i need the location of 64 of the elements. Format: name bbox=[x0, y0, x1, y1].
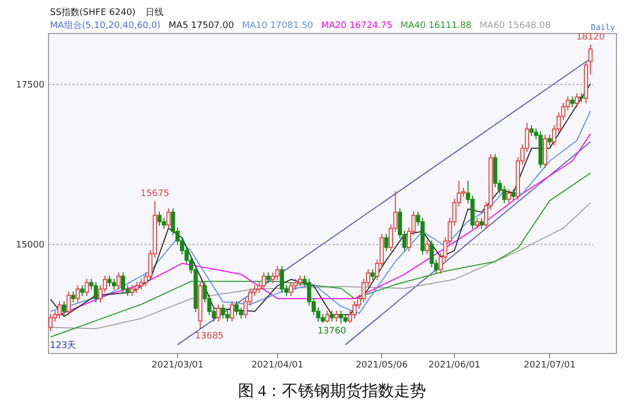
annotation: 13685 bbox=[195, 331, 224, 342]
annotation: 15675 bbox=[140, 189, 170, 199]
y-tick-label: 17500 bbox=[16, 80, 45, 91]
x-tick-label: 2021/07/01 bbox=[524, 360, 576, 370]
candlestick bbox=[511, 188, 516, 201]
candlestick bbox=[84, 278, 89, 297]
annotation: 13760 bbox=[318, 326, 346, 337]
text: 日线 bbox=[146, 8, 164, 18]
x-tick-label: 2021/06/01 bbox=[428, 360, 480, 370]
x-tick-label: 2021/03/01 bbox=[152, 360, 204, 370]
candlestick bbox=[330, 310, 334, 322]
candlestick bbox=[425, 240, 430, 255]
candlestick bbox=[225, 310, 230, 322]
text: Daily bbox=[590, 23, 616, 32]
candlestick bbox=[234, 300, 239, 316]
candlestick bbox=[334, 310, 338, 322]
candlestick bbox=[280, 265, 284, 294]
candlestick bbox=[66, 291, 71, 316]
candlestick bbox=[216, 304, 220, 322]
candlestick bbox=[480, 217, 484, 230]
candlestick bbox=[112, 278, 116, 290]
candlestick bbox=[230, 300, 234, 322]
candlestick bbox=[529, 124, 534, 137]
candlestick bbox=[298, 275, 302, 287]
candlestick bbox=[293, 278, 298, 290]
candlestick bbox=[384, 233, 388, 252]
candlestick bbox=[474, 217, 480, 230]
text: SS指数(SHFE 6240) bbox=[50, 8, 136, 18]
text: MA组合(5,10,20,40,60,0) bbox=[50, 21, 161, 31]
candlestick bbox=[574, 92, 579, 108]
candlestick bbox=[166, 208, 171, 230]
text: MA5 17507.00 bbox=[168, 21, 234, 31]
candlestick bbox=[121, 272, 126, 294]
candlestick bbox=[116, 272, 121, 290]
text: MA60 15648.08 bbox=[480, 21, 551, 31]
candlestick bbox=[370, 268, 375, 281]
candlestick bbox=[325, 310, 330, 324]
text: MA40 16111.88 bbox=[400, 21, 472, 31]
candlestick bbox=[162, 217, 166, 230]
annotation: 123天 bbox=[50, 340, 76, 351]
text: 图 4：不锈钢期货指数走势 bbox=[238, 382, 426, 400]
candlestick bbox=[275, 265, 280, 281]
line-series bbox=[50, 172, 592, 338]
text: MA20 16724.75 bbox=[321, 21, 392, 31]
candlestick bbox=[76, 284, 80, 303]
candlestick bbox=[506, 188, 511, 204]
x-tick-label: 2021/05/06 bbox=[356, 360, 408, 370]
y-tick-label: 15000 bbox=[16, 240, 45, 251]
candlestick bbox=[570, 96, 574, 108]
x-tick-label: 2021/04/01 bbox=[251, 360, 304, 370]
candlestick bbox=[80, 284, 84, 297]
candlestick bbox=[220, 304, 226, 319]
candlestick bbox=[71, 291, 76, 303]
candlestick bbox=[588, 44, 593, 76]
candlestick bbox=[338, 310, 344, 324]
candlestick bbox=[57, 300, 62, 319]
candlestick bbox=[266, 272, 270, 284]
candlestick bbox=[62, 300, 66, 316]
annotation: 18120 bbox=[576, 32, 606, 43]
candlestick bbox=[288, 281, 294, 297]
candlestick bbox=[352, 300, 357, 319]
candlestick bbox=[107, 275, 112, 287]
text: MA10 17081.50 bbox=[242, 21, 314, 31]
candlestick bbox=[548, 134, 552, 146]
